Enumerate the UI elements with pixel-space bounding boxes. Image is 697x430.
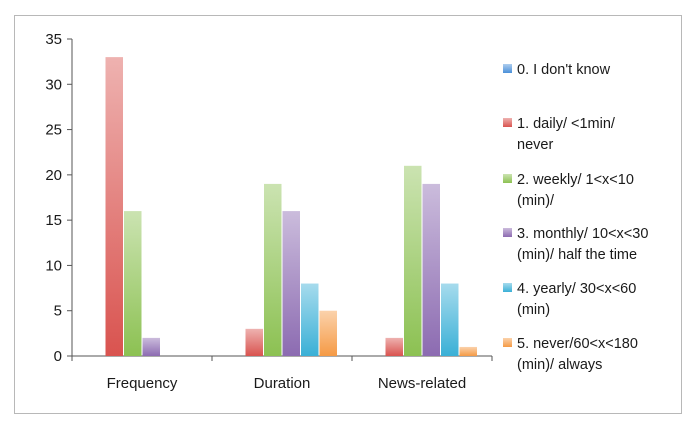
legend-swatch-4 — [503, 283, 512, 292]
legend: 0. I don't know 1. daily/ <1min/never 2. w… — [503, 62, 648, 373]
y-axis: 0 5 10 15 20 25 30 35 — [45, 31, 73, 365]
bar-frequency-series-1 — [105, 57, 123, 356]
legend-swatch-2 — [503, 174, 512, 183]
bar-duration-series-1 — [245, 328, 263, 356]
y-tick-label: 10 — [45, 257, 62, 274]
bar-chart: 0 5 10 15 20 25 30 35 Frequency Duration News-rel… — [45, 31, 648, 392]
bars — [105, 57, 477, 356]
y-tick-label: 20 — [45, 167, 62, 184]
y-tick-label: 0 — [54, 348, 62, 365]
legend-swatch-1 — [503, 118, 512, 127]
x-axis: Frequency Duration News-related — [71, 355, 493, 392]
bar-news-related-series-4 — [441, 283, 459, 356]
legend-swatch-5 — [503, 338, 512, 347]
y-tick-label: 35 — [45, 31, 62, 48]
legend-label-1: 1. daily/ <1min/never — [517, 116, 616, 153]
legend-label-5: 5. never/60<x<180 (min)/ always — [517, 336, 638, 373]
legend-label-3: 3. monthly/ 10<x<30 (min)/ half the time — [517, 226, 648, 263]
legend-swatch-0 — [503, 64, 512, 73]
legend-label-2: 2. weekly/ 1<x<10 (min)/ — [517, 172, 634, 209]
legend-swatch-3 — [503, 228, 512, 237]
bar-news-related-series-1 — [385, 337, 403, 356]
y-tick-label: 30 — [45, 76, 62, 93]
y-tick-label: 25 — [45, 122, 62, 139]
bar-news-related-series-5 — [459, 346, 477, 356]
bar-news-related-series-3 — [422, 183, 440, 356]
y-tick-label: 15 — [45, 212, 62, 229]
bar-duration-series-3 — [282, 211, 300, 356]
legend-label-4: 4. yearly/ 30<x<60 (min) — [517, 281, 636, 318]
category-label-duration: Duration — [254, 375, 311, 392]
bar-frequency-series-2 — [124, 211, 142, 356]
bar-frequency-series-3 — [142, 337, 160, 356]
chart-frame: 0 5 10 15 20 25 30 35 Frequency Duration News-rel… — [14, 15, 682, 414]
y-tick-label: 5 — [54, 303, 62, 320]
legend-label-0: 0. I don't know — [517, 62, 611, 78]
bar-duration-series-4 — [301, 283, 319, 356]
category-label-frequency: Frequency — [107, 375, 178, 392]
bar-news-related-series-2 — [404, 165, 422, 356]
category-label-news-related: News-related — [378, 375, 466, 392]
bar-duration-series-5 — [319, 310, 337, 356]
bar-duration-series-2 — [264, 183, 282, 356]
